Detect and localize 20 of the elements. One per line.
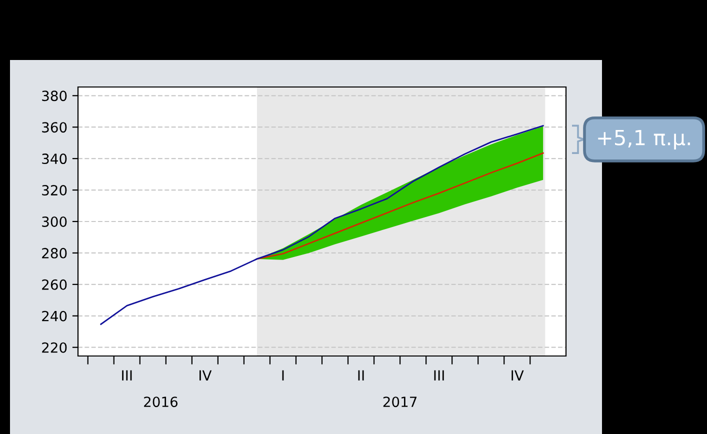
- y-tick-label: 300: [42, 216, 67, 227]
- x-tick-label: II: [358, 370, 364, 380]
- y-tick-label: 240: [42, 310, 67, 322]
- line-series: [256, 152, 544, 260]
- x-tick-label: III: [434, 370, 444, 380]
- x-tick-label: III: [122, 370, 132, 380]
- y-tick-label: 340: [42, 154, 67, 164]
- x-tick-label: IV: [200, 370, 212, 380]
- text: 2017: [383, 396, 417, 408]
- text: +5,1 π.μ.: [598, 130, 690, 150]
- x-tick-label: IV: [512, 370, 524, 380]
- y-tick-label: 380: [42, 90, 67, 102]
- line-series: [100, 125, 544, 325]
- y-tick-label: 220: [42, 342, 67, 353]
- y-tick-label: 280: [42, 248, 67, 258]
- x-tick-label: I: [282, 370, 284, 380]
- text: 2016: [144, 396, 178, 408]
- y-tick-label: 260: [42, 279, 67, 290]
- y-tick-label: 320: [42, 185, 67, 196]
- y-tick-label: 360: [42, 122, 67, 133]
